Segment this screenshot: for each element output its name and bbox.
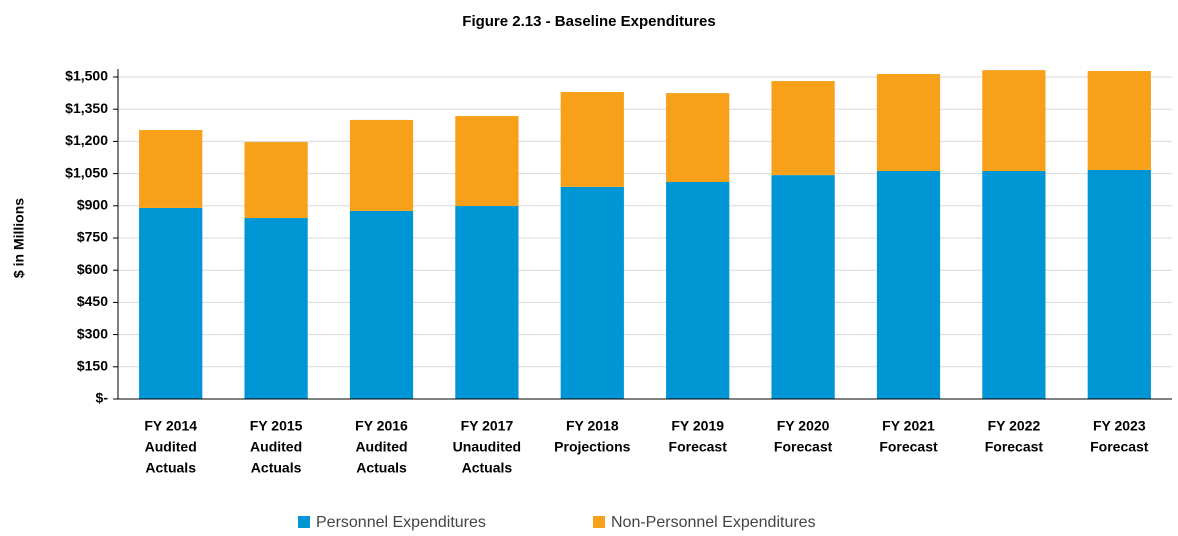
y-tick-label: $- bbox=[96, 390, 109, 406]
bar-segment bbox=[1087, 70, 1151, 170]
x-tick-label: Audited bbox=[145, 439, 197, 455]
y-tick-label: $1,050 bbox=[65, 164, 108, 180]
x-tick-label: FY 2023 bbox=[1093, 418, 1146, 434]
x-tick-label: FY 2018 bbox=[566, 418, 619, 434]
y-axis-label: $ in Millions bbox=[11, 198, 27, 278]
bar-segment bbox=[982, 171, 1046, 399]
bar-segment bbox=[1087, 169, 1151, 399]
bar-segment bbox=[771, 81, 835, 176]
legend-label: Non-Personnel Expenditures bbox=[611, 514, 816, 531]
bar-segment bbox=[666, 181, 730, 399]
x-tick-label: Actuals bbox=[251, 460, 302, 476]
x-tick-label: FY 2020 bbox=[777, 418, 830, 434]
bar-segment bbox=[349, 119, 414, 211]
legend-swatch bbox=[593, 516, 605, 528]
x-tick-label: Unaudited bbox=[453, 439, 521, 455]
y-tick-label: $600 bbox=[77, 261, 108, 277]
y-tick-label: $300 bbox=[77, 325, 108, 341]
x-tick-label: FY 2022 bbox=[988, 418, 1041, 434]
bar-segment bbox=[455, 116, 519, 207]
legend-swatch bbox=[298, 516, 310, 528]
bar-segment bbox=[666, 93, 730, 182]
x-tick-label: Forecast bbox=[669, 439, 728, 455]
x-tick-label: FY 2016 bbox=[355, 418, 408, 434]
x-tick-label: FY 2015 bbox=[250, 418, 303, 434]
y-tick-label: $900 bbox=[77, 197, 108, 213]
bar-segment bbox=[771, 175, 835, 399]
y-tick-label: $1,200 bbox=[65, 132, 108, 148]
bar-segment bbox=[560, 186, 624, 399]
y-tick-label: $150 bbox=[77, 358, 108, 374]
x-tick-label: FY 2017 bbox=[461, 418, 514, 434]
bar-segment bbox=[455, 206, 519, 399]
bar-segment bbox=[244, 218, 308, 399]
x-tick-label: Audited bbox=[250, 439, 302, 455]
x-tick-label: Forecast bbox=[985, 439, 1044, 455]
bar-segment bbox=[876, 73, 941, 172]
x-tick-label: Actuals bbox=[356, 460, 407, 476]
bar-segment bbox=[349, 210, 414, 399]
x-tick-label: Projections bbox=[554, 439, 630, 455]
chart-title: Figure 2.13 - Baseline Expenditures bbox=[462, 13, 715, 30]
x-tick-label: FY 2021 bbox=[882, 418, 935, 434]
x-tick-label: Forecast bbox=[879, 439, 938, 455]
y-tick-label: $1,350 bbox=[65, 100, 108, 116]
x-tick-label: FY 2019 bbox=[671, 418, 724, 434]
x-tick-label: Forecast bbox=[1090, 439, 1149, 455]
x-tick-label: FY 2014 bbox=[144, 418, 197, 434]
x-tick-label: Audited bbox=[355, 439, 407, 455]
y-tick-label: $750 bbox=[77, 229, 108, 245]
bar-segment bbox=[244, 142, 308, 219]
x-tick-label: Actuals bbox=[462, 460, 513, 476]
bar-segment bbox=[560, 92, 624, 187]
bar-segment bbox=[876, 171, 941, 399]
x-tick-label: Forecast bbox=[774, 439, 833, 455]
legend-label: Personnel Expenditures bbox=[316, 514, 486, 531]
y-tick-label: $450 bbox=[77, 293, 108, 309]
bar-segment bbox=[139, 130, 203, 208]
x-tick-label: Actuals bbox=[145, 460, 196, 476]
bar-segment bbox=[982, 70, 1046, 172]
bar-segment bbox=[139, 207, 203, 399]
y-tick-label: $1,500 bbox=[65, 68, 108, 84]
